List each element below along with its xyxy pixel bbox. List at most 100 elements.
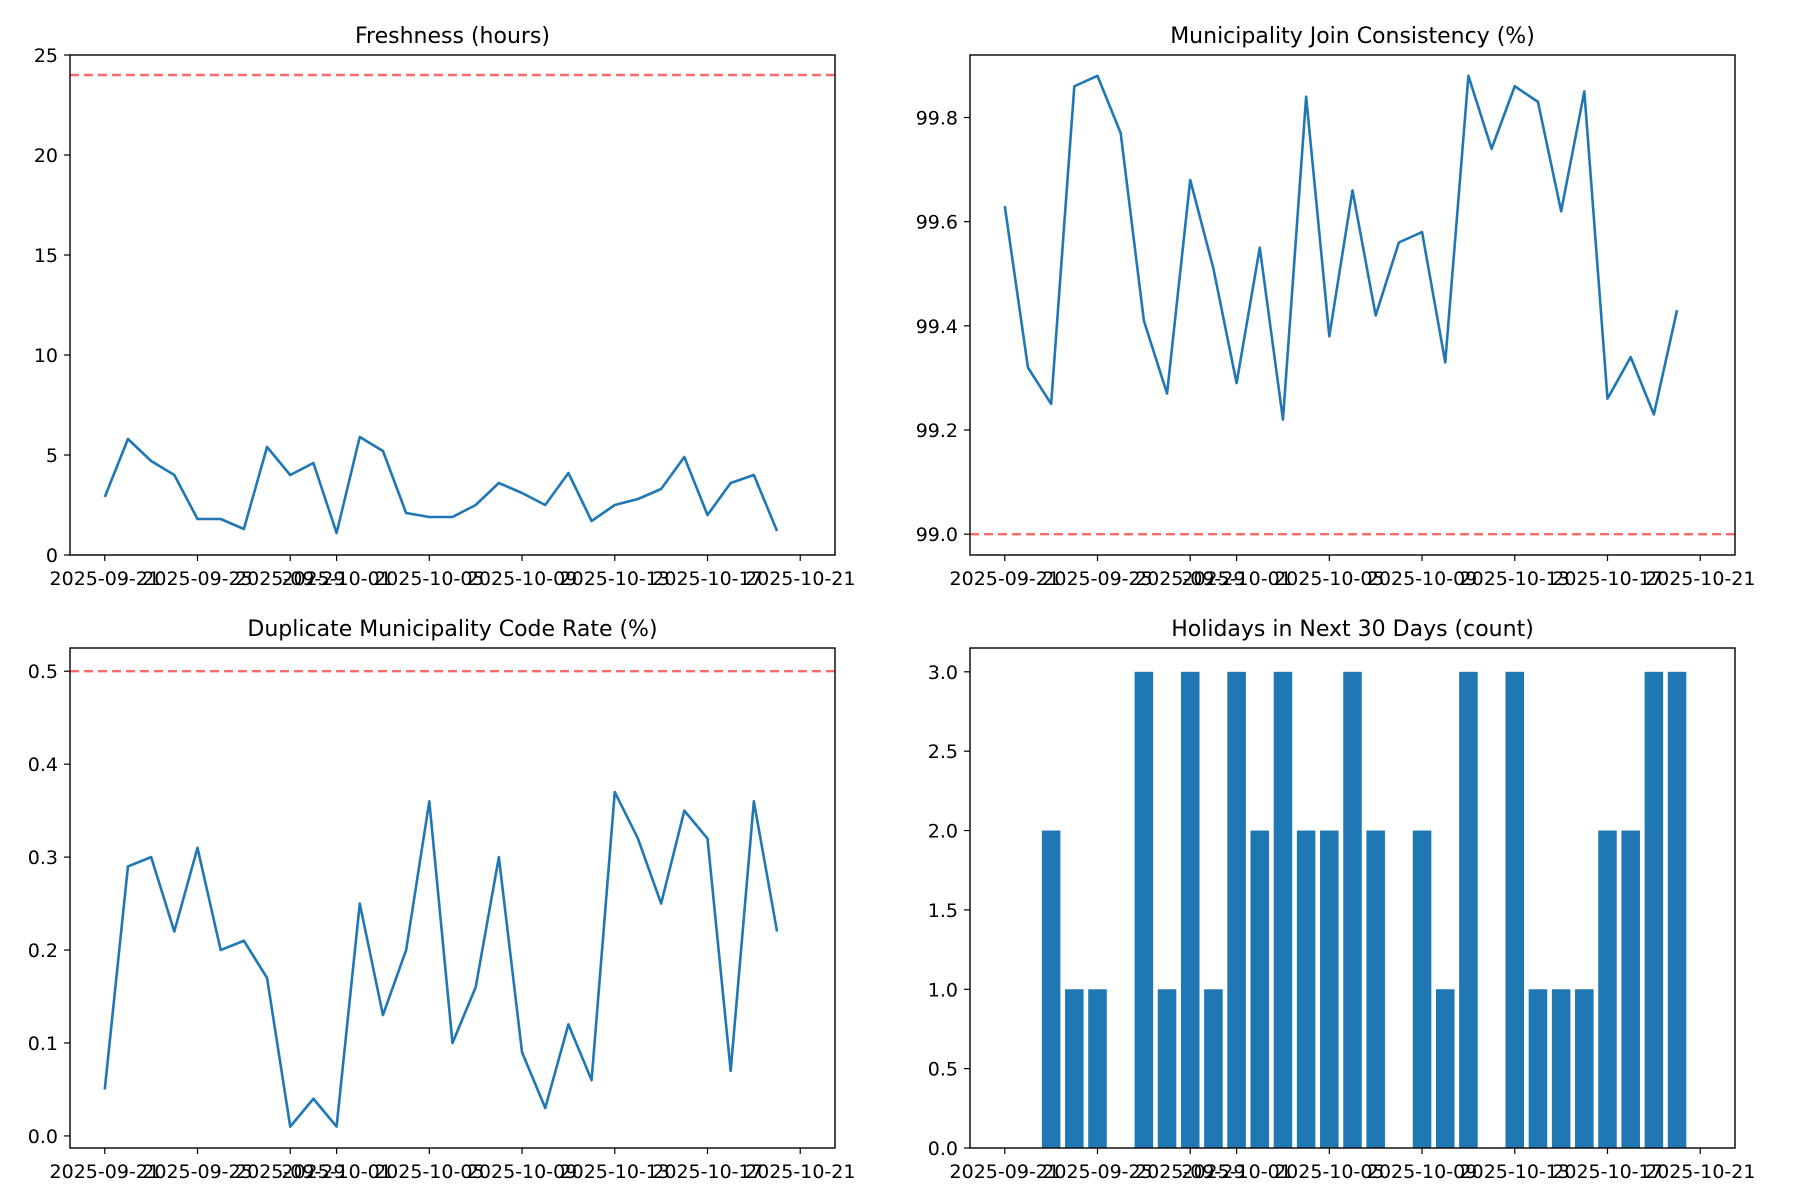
x-tick-label: 2025-09-21 [50,1161,160,1183]
x-tick-label: 2025-09-25 [1042,568,1152,590]
y-tick-label: 99.0 [916,524,958,546]
bar-2025-09-29 [1180,671,1200,1148]
bar-2025-10-13 [1505,671,1525,1148]
x-tick-label: 2025-10-13 [560,568,670,590]
y-tick-label: 3.0 [928,662,958,684]
x-tick-label: 2025-10-05 [374,1161,484,1183]
bar-2025-10-20 [1667,671,1687,1148]
bar-2025-09-30 [1204,989,1223,1148]
x-tick-label: 2025-10-05 [1274,1161,1384,1183]
chart-panel-2: Municipality Join Consistency (%) 99.0 99.… [916,24,1756,590]
x-tick-label: 2025-10-21 [745,568,855,590]
axes-frame [69,54,836,556]
x-tick-label: 2025-09-21 [950,568,1060,590]
x-tick-label: 2025-09-25 [1042,1161,1152,1183]
y-tick-label: 1.5 [928,900,958,922]
chart-panel-4: Holidays in Next 30 Days (count) 0.0 0.5 1.… [928,617,1756,1183]
y-tick-label: 0 [46,545,58,567]
y-tick-label: 0.2 [28,940,58,962]
x-tick-label: 2025-10-13 [560,1161,670,1183]
bar-2025-10-10 [1435,989,1455,1148]
bar-2025-10-17 [1598,830,1617,1148]
bar-2025-10-11 [1459,671,1478,1148]
x-tick-label: 2025-09-29 [1135,568,1245,590]
bar-2025-09-24 [1065,989,1084,1148]
y-tick-label: 0.5 [928,1059,958,1081]
y-tick-label: 25 [34,45,58,67]
axes-frame [69,647,836,1149]
y-tick-label: 20 [34,145,58,167]
bar-2025-10-19 [1644,671,1664,1148]
x-tick-label: 2025-09-29 [1135,1161,1245,1183]
x-tick-label: 2025-10-17 [652,1161,762,1183]
series-line [103,435,779,535]
y-tick-label: 15 [34,245,58,267]
chart-panel-3: Duplicate Municipality Code Rate (%) 0.0 0… [28,617,856,1183]
y-tick-label: 99.4 [916,316,958,338]
bar-2025-10-15 [1551,989,1571,1148]
chart-title: Freshness (hours) [355,24,550,49]
y-tick-label: 0.0 [28,1126,58,1148]
x-tick-label: 2025-09-25 [142,568,252,590]
x-tick-label: 2025-10-17 [1552,568,1662,590]
y-tick-label: 10 [34,345,58,367]
x-tick-label: 2025-10-09 [467,1161,577,1183]
x-tick-label: 2025-09-25 [142,1161,252,1183]
y-tick-label: 2.0 [928,821,958,843]
y-tick-label: 0.5 [28,661,58,683]
bar-2025-09-27 [1134,671,1154,1148]
x-tick-label: 2025-10-13 [1460,1161,1570,1183]
y-tick-label: 99.8 [916,108,958,130]
y-tick-label: 99.6 [916,212,958,234]
x-tick-label: 2025-10-17 [1552,1161,1662,1183]
bar-2025-10-14 [1528,989,1548,1148]
bar-2025-10-16 [1575,989,1594,1148]
y-tick-label: 5 [46,445,58,467]
y-tick-label: 0.1 [28,1033,58,1055]
x-tick-label: 2025-10-09 [1367,1161,1477,1183]
axes-frame [969,647,1736,1149]
series-line [1003,74,1679,421]
y-tick-label: 0.0 [928,1138,958,1160]
bar-2025-09-23 [1041,830,1061,1148]
bar-2025-09-28 [1157,989,1177,1148]
chart-panel-1: Freshness (hours)05101520252025-09-21202… [34,24,856,590]
x-tick-label: 2025-09-21 [950,1161,1060,1183]
x-tick-label: 2025-10-01 [1181,1161,1291,1183]
bar-2025-10-06 [1343,671,1362,1148]
x-tick-label: 2025-10-05 [1274,568,1384,590]
series-line [103,790,779,1128]
x-tick-label: 2025-10-05 [374,568,484,590]
x-tick-label: 2025-10-09 [1367,568,1477,590]
x-tick-label: 2025-10-09 [467,568,577,590]
axes-frame [969,54,1736,556]
bar-2025-10-03 [1273,671,1293,1148]
bar-2025-10-09 [1412,830,1432,1148]
bar-2025-10-02 [1250,830,1270,1148]
bar-2025-10-07 [1366,830,1385,1148]
x-tick-label: 2025-09-21 [50,568,160,590]
bar-2025-10-18 [1621,830,1640,1148]
x-tick-label: 2025-10-21 [745,1161,855,1183]
bar-2025-09-25 [1088,989,1107,1148]
y-tick-label: 2.5 [928,741,958,763]
x-tick-label: 2025-10-01 [281,568,391,590]
y-tick-label: 0.4 [28,754,58,776]
y-tick-label: 1.0 [928,979,958,1001]
y-tick-label: 0.3 [28,847,58,869]
x-tick-label: 2025-10-21 [1645,1161,1755,1183]
x-tick-label: 2025-10-01 [281,1161,391,1183]
x-tick-label: 2025-10-13 [1460,568,1570,590]
bar-2025-10-05 [1320,830,1339,1148]
x-tick-label: 2025-10-01 [1181,568,1291,590]
bar-2025-10-01 [1227,671,1246,1148]
x-tick-label: 2025-10-17 [652,568,762,590]
bar-2025-10-04 [1296,830,1316,1148]
x-tick-label: 2025-10-21 [1645,568,1755,590]
x-tick-label: 2025-09-29 [235,1161,345,1183]
x-tick-label: 2025-09-29 [235,568,345,590]
chart-title: Duplicate Municipality Code Rate (%) [247,617,657,642]
chart-title: Holidays in Next 30 Days (count) [1171,617,1534,642]
y-tick-label: 99.2 [916,420,958,442]
